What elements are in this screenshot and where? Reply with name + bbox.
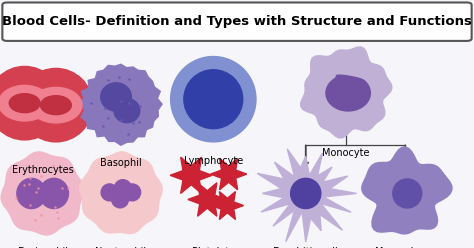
- Polygon shape: [326, 75, 370, 111]
- FancyArrow shape: [303, 145, 309, 167]
- Polygon shape: [362, 147, 452, 234]
- Text: Basophil: Basophil: [100, 158, 142, 168]
- Polygon shape: [80, 64, 162, 145]
- Ellipse shape: [40, 96, 71, 115]
- Ellipse shape: [39, 178, 68, 209]
- Polygon shape: [188, 183, 227, 216]
- Ellipse shape: [30, 87, 82, 123]
- Ellipse shape: [393, 179, 422, 208]
- Ellipse shape: [171, 57, 256, 142]
- Text: Monocyte: Monocyte: [322, 148, 370, 158]
- Text: Lymphocyte: Lymphocyte: [184, 155, 243, 165]
- Polygon shape: [114, 98, 140, 123]
- Polygon shape: [211, 191, 244, 219]
- Ellipse shape: [114, 180, 131, 197]
- Ellipse shape: [291, 178, 321, 209]
- Polygon shape: [301, 47, 392, 138]
- Ellipse shape: [184, 70, 243, 129]
- Polygon shape: [80, 152, 162, 234]
- Polygon shape: [257, 149, 356, 242]
- Polygon shape: [1, 152, 84, 235]
- Ellipse shape: [124, 184, 141, 201]
- Text: Dendritic cell: Dendritic cell: [273, 247, 338, 248]
- Ellipse shape: [0, 66, 62, 140]
- Polygon shape: [101, 83, 131, 111]
- Ellipse shape: [9, 94, 40, 113]
- FancyBboxPatch shape: [2, 2, 472, 41]
- Ellipse shape: [0, 85, 51, 121]
- Ellipse shape: [17, 178, 46, 209]
- Ellipse shape: [111, 191, 128, 208]
- Polygon shape: [170, 157, 212, 193]
- Text: Eosinophil: Eosinophil: [18, 247, 68, 248]
- Text: Platelets: Platelets: [192, 247, 235, 248]
- Text: Neutrophil: Neutrophil: [95, 247, 146, 248]
- Ellipse shape: [19, 68, 92, 142]
- FancyArrow shape: [402, 145, 408, 167]
- Text: Erythrocytes: Erythrocytes: [12, 165, 73, 175]
- Ellipse shape: [101, 184, 118, 201]
- Text: Blood Cells- Definition and Types with Structure and Functions: Blood Cells- Definition and Types with S…: [2, 15, 472, 28]
- Text: Macrophage: Macrophage: [375, 247, 435, 248]
- Polygon shape: [210, 158, 247, 190]
